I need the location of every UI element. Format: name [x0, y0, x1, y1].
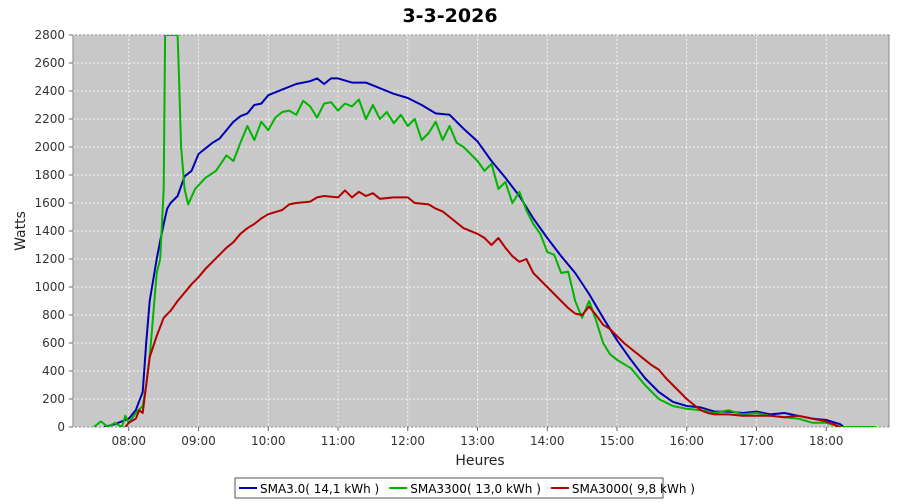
series-line-1: [93, 35, 876, 427]
y-tick-label: 2000: [34, 140, 65, 154]
legend-item-label: SMA3.0( 14,1 kWh ): [260, 482, 379, 496]
x-tick-label: 13:00: [460, 434, 495, 448]
y-tick-label: 1600: [34, 196, 65, 210]
x-axis-label: Heures: [455, 453, 504, 469]
x-tick-label: 09:00: [181, 434, 216, 448]
y-tick-label: 2600: [34, 56, 65, 70]
x-tick-label: 12:00: [390, 434, 425, 448]
x-tick-label: 10:00: [251, 434, 286, 448]
legend-item-label: SMA3000( 9,8 kWh ): [572, 482, 695, 496]
legend-box: [234, 477, 664, 499]
y-tick-label: 1200: [34, 252, 65, 266]
y-tick-label: 600: [42, 336, 65, 350]
y-tick-label: 1000: [34, 280, 65, 294]
legend: SMA3.0( 14,1 kWh ) SMA3300( 13,0 kWh ) SMA…: [234, 477, 695, 499]
legend-item-label: SMA3300( 13,0 kWh ): [410, 482, 541, 496]
y-tick-label: 1800: [34, 168, 65, 182]
x-tick-label: 11:00: [321, 434, 356, 448]
series-line-2: [124, 189, 841, 427]
x-tick-label: 17:00: [739, 434, 774, 448]
x-tick-label: 18:00: [809, 434, 844, 448]
series-layer: [93, 35, 876, 427]
y-axis-label: Watts: [13, 211, 29, 251]
y-tick-label: 400: [42, 364, 65, 378]
y-tick-label: 800: [42, 308, 65, 322]
x-tick-label: 16:00: [669, 434, 704, 448]
axes: 0 200 400 600 800 1000 1200 1400 1600 1800 2000 220…: [34, 28, 843, 448]
y-tick-label: 2400: [34, 84, 65, 98]
x-tick-label: 14:00: [530, 434, 565, 448]
x-tick-label: 15:00: [600, 434, 635, 448]
y-tick-label: 0: [57, 420, 65, 434]
chart-title: 3-3-2026: [402, 5, 497, 27]
y-tick-label: 200: [42, 392, 65, 406]
y-tick-label: 2800: [34, 28, 65, 42]
series-line-0: [104, 77, 845, 427]
y-tick-label: 2200: [34, 112, 65, 126]
x-tick-label: 08:00: [111, 434, 146, 448]
y-tick-label: 1400: [34, 224, 65, 238]
